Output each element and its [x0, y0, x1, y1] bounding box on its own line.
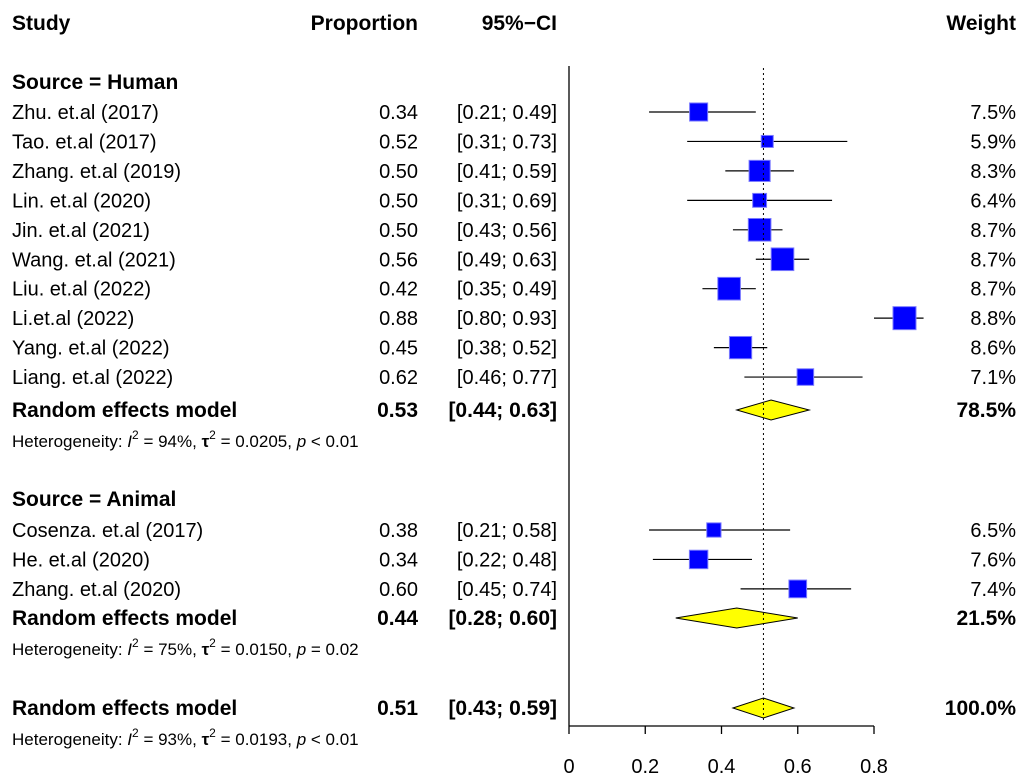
study-weight: 7.6% — [970, 549, 1016, 571]
study-proportion: 0.52 — [379, 131, 418, 153]
study-weight: 8.3% — [970, 161, 1016, 183]
study-box — [760, 134, 774, 148]
study-proportion: 0.42 — [379, 279, 418, 301]
study-proportion: 0.38 — [379, 520, 418, 542]
study-name: Yang. et.al (2022) — [12, 338, 170, 360]
study-box — [747, 217, 772, 242]
study-box — [788, 579, 808, 599]
study-box — [770, 247, 795, 272]
study-proportion: 0.50 — [379, 220, 418, 242]
study-ci: [0.22; 0.48] — [457, 549, 557, 571]
study-proportion: 0.62 — [379, 367, 418, 389]
heterogeneity-text: Heterogeneity: I2 = 93%, τ2 = 0.0193, p … — [12, 726, 359, 749]
study-proportion: 0.56 — [379, 249, 418, 271]
study-name: Zhu. et.al (2017) — [12, 102, 159, 124]
study-box — [689, 102, 709, 122]
study-ci: [0.31; 0.69] — [457, 190, 557, 212]
study-proportion: 0.34 — [379, 102, 418, 124]
study-name: Li.et.al (2022) — [12, 308, 134, 330]
header-proportion: Proportion — [311, 12, 418, 35]
table-rows: Source = Human Zhu. et.al (2017) 0.34 [0.21… — [12, 71, 1016, 749]
study-weight: 6.4% — [970, 190, 1016, 212]
summary-proportion: 0.53 — [377, 399, 418, 422]
study-proportion: 0.50 — [379, 190, 418, 212]
study-ci: [0.21; 0.58] — [457, 520, 557, 542]
study-proportion: 0.45 — [379, 338, 418, 360]
study-weight: 8.7% — [970, 220, 1016, 242]
overall-weight: 100.0% — [945, 697, 1017, 720]
group-header: Source = Animal — [12, 488, 176, 511]
study-name: Tao. et.al (2017) — [12, 131, 157, 153]
study-ci: [0.21; 0.49] — [457, 102, 557, 124]
study-name: Liu. et.al (2022) — [12, 279, 151, 301]
summary-ci: [0.28; 0.60] — [448, 607, 557, 630]
study-ci: [0.80; 0.93] — [457, 308, 557, 330]
study-ci: [0.38; 0.52] — [457, 338, 557, 360]
summary-diamond — [675, 607, 798, 629]
x-tick-label: 0.6 — [784, 756, 812, 778]
overall-proportion: 0.51 — [377, 697, 418, 720]
study-ci: [0.49; 0.63] — [457, 249, 557, 271]
study-name: He. et.al (2020) — [12, 549, 150, 571]
study-weight: 6.5% — [970, 520, 1016, 542]
study-ci: [0.46; 0.77] — [457, 367, 557, 389]
study-box — [717, 276, 741, 301]
study-ci: [0.45; 0.74] — [457, 579, 557, 601]
heterogeneity-text: Heterogeneity: I2 = 75%, τ2 = 0.0150, p … — [12, 636, 359, 659]
study-weight: 8.7% — [970, 279, 1016, 301]
study-weight: 7.5% — [970, 102, 1016, 124]
study-weight: 5.9% — [970, 131, 1016, 153]
study-weight: 8.8% — [970, 308, 1016, 330]
overall-ci: [0.43; 0.59] — [448, 697, 557, 720]
study-ci: [0.31; 0.73] — [457, 131, 557, 153]
overall-name: Random effects model — [12, 697, 237, 720]
summary-weight: 21.5% — [956, 607, 1016, 630]
study-name: Lin. et.al (2020) — [12, 190, 151, 212]
study-box — [688, 549, 709, 570]
summary-diamond — [734, 399, 812, 421]
study-weight: 8.7% — [970, 249, 1016, 271]
study-box — [706, 522, 722, 538]
x-tick-label: 0.4 — [708, 756, 736, 778]
header-ci: 95%−CI — [482, 12, 557, 35]
study-proportion: 0.60 — [379, 579, 418, 601]
study-name: Cosenza. et.al (2017) — [12, 520, 203, 542]
x-tick-label: 0 — [563, 756, 574, 778]
group-header: Source = Human — [12, 71, 178, 94]
header-weight: Weight — [946, 12, 1016, 35]
study-name: Zhang. et.al (2020) — [12, 579, 181, 601]
study-ci: [0.41; 0.59] — [457, 161, 557, 183]
study-name: Jin. et.al (2021) — [12, 220, 150, 242]
header-study: Study — [12, 12, 71, 35]
heterogeneity-text: Heterogeneity: I2 = 94%, τ2 = 0.0205, p … — [12, 428, 359, 451]
summary-weight: 78.5% — [956, 399, 1016, 422]
study-weight: 8.6% — [970, 338, 1016, 360]
study-ci: [0.43; 0.56] — [457, 220, 557, 242]
study-proportion: 0.50 — [379, 161, 418, 183]
summary-name: Random effects model — [12, 607, 237, 630]
study-name: Zhang. et.al (2019) — [12, 161, 181, 183]
summary-proportion: 0.44 — [377, 607, 418, 630]
study-proportion: 0.34 — [379, 549, 418, 571]
study-box — [752, 192, 768, 208]
plot-area: 0 0.2 0.4 0.6 0.8 — [563, 66, 924, 778]
study-box — [892, 306, 917, 331]
x-tick-label: 0.8 — [860, 756, 888, 778]
x-tick-label: 0.2 — [631, 756, 659, 778]
study-box — [796, 368, 815, 386]
study-weight: 7.4% — [970, 579, 1016, 601]
column-headers: Study Proportion 95%−CI Weight — [12, 12, 1016, 35]
study-proportion: 0.88 — [379, 308, 418, 330]
summary-name: Random effects model — [12, 399, 237, 422]
study-weight: 7.1% — [970, 367, 1016, 389]
study-name: Wang. et.al (2021) — [12, 249, 176, 271]
study-ci: [0.35; 0.49] — [457, 279, 557, 301]
summary-ci: [0.44; 0.63] — [448, 399, 557, 422]
study-name: Liang. et.al (2022) — [12, 367, 173, 389]
study-box — [728, 335, 753, 360]
study-box — [748, 159, 771, 182]
